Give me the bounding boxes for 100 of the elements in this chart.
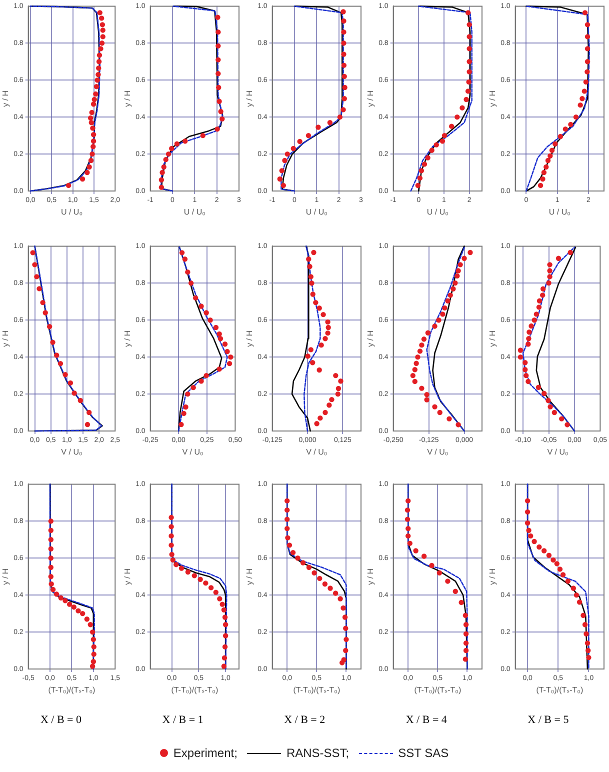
point: [584, 79, 589, 85]
line-series: [303, 246, 320, 432]
point: [182, 404, 188, 410]
point: [446, 298, 451, 304]
point: [228, 354, 234, 360]
x-axis-title: V / U₀: [306, 447, 327, 456]
point: [48, 518, 54, 524]
point: [341, 74, 347, 80]
point: [90, 629, 96, 635]
point: [342, 648, 348, 654]
point: [68, 380, 74, 386]
point: [342, 626, 348, 631]
point: [90, 659, 96, 664]
point: [320, 312, 326, 318]
point: [405, 507, 411, 513]
point: [456, 268, 462, 274]
point: [76, 608, 81, 614]
text: X / B = 0: [39, 714, 83, 726]
point: [93, 91, 98, 97]
point: [332, 372, 338, 378]
point: [580, 96, 586, 102]
point: [440, 138, 446, 144]
point: [463, 656, 468, 662]
point: [168, 524, 174, 530]
point: [222, 342, 228, 347]
point: [552, 141, 558, 146]
point: [308, 347, 314, 352]
point: [406, 533, 412, 539]
point: [422, 336, 427, 342]
point: [168, 542, 174, 548]
point: [284, 516, 290, 522]
point: [282, 158, 287, 164]
point: [48, 574, 54, 580]
point: [546, 552, 552, 558]
point: [178, 566, 184, 571]
point: [284, 507, 290, 513]
point: [182, 138, 188, 144]
point: [538, 182, 544, 188]
point: [453, 588, 458, 594]
point: [528, 323, 534, 329]
y-axis-title: y / H: [488, 330, 498, 347]
point: [340, 40, 346, 46]
point: [91, 652, 96, 657]
point: [306, 256, 311, 262]
point: [554, 561, 560, 566]
x-axis-title: (T-T₀)/(Tₛ-T₀): [292, 685, 340, 694]
point: [213, 324, 218, 330]
point: [463, 612, 468, 618]
point: [416, 182, 421, 188]
point: [434, 142, 440, 148]
point: [442, 132, 448, 138]
y-axis-title: y / H: [366, 330, 376, 347]
point: [290, 146, 296, 152]
point: [296, 138, 302, 144]
point: [310, 250, 316, 256]
point: [537, 298, 542, 304]
point: [536, 544, 542, 550]
x-axis-title: V / U₀: [182, 447, 204, 456]
point: [418, 348, 423, 354]
point: [100, 22, 106, 28]
point: [540, 292, 546, 298]
point: [466, 10, 472, 16]
point: [222, 622, 228, 628]
point: [518, 348, 524, 353]
point: [284, 498, 290, 504]
y-axis-title: y / H: [122, 330, 132, 347]
point: [86, 410, 92, 416]
point: [342, 84, 348, 90]
point: [62, 598, 68, 604]
point: [310, 292, 316, 297]
point: [166, 151, 171, 157]
point: [84, 616, 90, 622]
point: [342, 614, 348, 620]
point: [419, 386, 425, 391]
point: [585, 34, 590, 40]
point: [464, 648, 470, 654]
point: [568, 122, 574, 128]
point: [179, 250, 184, 256]
point: [556, 256, 562, 261]
point: [586, 654, 592, 660]
point: [467, 46, 472, 52]
point: [50, 586, 56, 592]
x-axis-title: V / U₀: [428, 447, 449, 456]
point: [100, 28, 106, 33]
x-axis-title: U / U₀: [184, 207, 206, 216]
y-axis-title: y / H: [122, 568, 132, 585]
point: [582, 622, 588, 628]
point: [88, 158, 94, 164]
point: [86, 164, 92, 170]
point: [532, 318, 538, 323]
point: [222, 655, 227, 661]
point: [30, 250, 36, 256]
point: [192, 573, 197, 578]
point: [340, 107, 346, 112]
point: [222, 644, 228, 650]
point: [218, 336, 223, 342]
point: [94, 78, 100, 83]
point: [192, 295, 198, 301]
point: [218, 108, 224, 114]
x-axis-title: V / U₀: [61, 447, 82, 456]
